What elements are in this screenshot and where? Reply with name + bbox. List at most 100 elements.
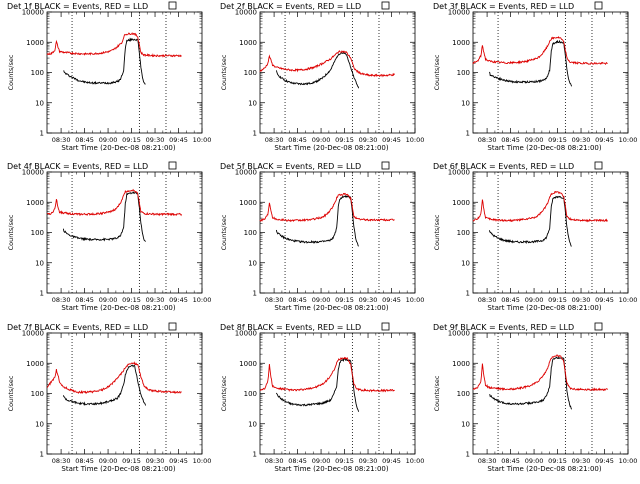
x-tick-label: 09:45 xyxy=(169,296,188,304)
events-series-line xyxy=(275,357,360,412)
x-tick-label: 09:30 xyxy=(359,457,378,465)
plot-frame xyxy=(46,171,203,294)
y-tick-label: 10 xyxy=(35,420,44,428)
y-tick-label: 10 xyxy=(248,99,257,107)
x-tick-label: 09:15 xyxy=(122,136,141,144)
plot-frame xyxy=(259,171,416,294)
legend-marker-box xyxy=(381,1,390,10)
x-tick-label: 09:45 xyxy=(595,136,614,144)
x-tick-label: 10:00 xyxy=(193,296,212,304)
y-tick-label: 10 xyxy=(35,99,44,107)
plot-panel-6: Det 6f BLACK = Events, RED = LLD 1 10 100 10… xyxy=(433,161,637,312)
y-tick-label: 10000 xyxy=(22,169,44,177)
x-tick-label: 10:00 xyxy=(193,136,212,144)
x-tick-label: 09:30 xyxy=(572,457,591,465)
x-tick-label: 09:00 xyxy=(525,136,544,144)
plot-frame xyxy=(259,332,416,455)
y-axis-label: Counts/sec xyxy=(7,214,15,250)
y-tick-label: 100 xyxy=(31,69,44,77)
x-tick-label: 09:30 xyxy=(146,136,165,144)
y-axis-label: Counts/sec xyxy=(433,214,441,250)
lld-series-line xyxy=(472,354,608,392)
y-tick-label: 1 xyxy=(253,451,257,459)
plot-frame xyxy=(472,11,629,134)
x-tick-label: 08:30 xyxy=(265,296,284,304)
y-tick-label: 1000 xyxy=(452,199,470,207)
x-tick-label: 09:45 xyxy=(169,457,188,465)
x-tick-label: 08:30 xyxy=(265,457,284,465)
y-tick-label: 100 xyxy=(457,69,470,77)
x-tick-label: 09:00 xyxy=(312,457,331,465)
y-tick-label: 1 xyxy=(40,290,44,298)
x-tick-label: 10:00 xyxy=(193,457,212,465)
lld-series-line xyxy=(46,361,182,395)
plot-frame xyxy=(46,11,203,134)
lld-series-line xyxy=(259,356,395,393)
events-series-line xyxy=(62,191,146,242)
x-tick-label: 09:00 xyxy=(525,296,544,304)
plot-title: Det 5f BLACK = Events, RED = LLD xyxy=(220,162,361,171)
x-tick-label: 08:30 xyxy=(478,457,497,465)
x-tick-label: 08:45 xyxy=(501,457,520,465)
y-tick-label: 1000 xyxy=(239,360,257,368)
x-tick-label: 08:45 xyxy=(288,457,307,465)
x-tick-label: 08:30 xyxy=(52,136,71,144)
y-tick-label: 10000 xyxy=(448,330,470,338)
y-axis-label: Counts/sec xyxy=(220,54,228,90)
x-axis-label: Start Time (20-Dec-08 08:21:00) xyxy=(61,144,175,152)
y-tick-label: 100 xyxy=(457,390,470,398)
y-tick-label: 100 xyxy=(31,390,44,398)
events-series-line xyxy=(62,364,147,407)
x-tick-label: 09:15 xyxy=(548,457,567,465)
y-tick-label: 10000 xyxy=(22,330,44,338)
plot-title: Det 9f BLACK = Events, RED = LLD xyxy=(433,323,574,332)
x-tick-label: 10:00 xyxy=(406,296,425,304)
x-tick-label: 08:30 xyxy=(478,296,497,304)
x-tick-label: 10:00 xyxy=(619,457,638,465)
y-axis-label: Counts/sec xyxy=(7,375,15,411)
x-tick-label: 08:45 xyxy=(501,136,520,144)
x-tick-label: 09:15 xyxy=(122,296,141,304)
y-tick-label: 10000 xyxy=(22,9,44,17)
x-tick-label: 09:45 xyxy=(169,136,188,144)
x-axis-label: Start Time (20-Dec-08 08:21:00) xyxy=(487,465,601,473)
plot-title: Det 1f BLACK = Events, RED = LLD xyxy=(7,2,148,11)
y-tick-label: 1000 xyxy=(26,199,44,207)
y-tick-label: 1000 xyxy=(239,39,257,47)
legend-marker-box xyxy=(381,161,390,170)
y-tick-label: 1000 xyxy=(452,360,470,368)
y-axis-label: Counts/sec xyxy=(433,54,441,90)
y-tick-label: 100 xyxy=(244,390,257,398)
events-series-line xyxy=(489,356,573,410)
y-tick-label: 10000 xyxy=(235,169,257,177)
x-tick-label: 10:00 xyxy=(619,136,638,144)
y-tick-label: 10 xyxy=(461,99,470,107)
plot-panel-8: Det 8f BLACK = Events, RED = LLD 1 10 100 10… xyxy=(220,322,424,473)
y-tick-label: 1 xyxy=(466,290,470,298)
y-axis-label: Counts/sec xyxy=(433,375,441,411)
x-tick-label: 08:45 xyxy=(501,296,520,304)
x-axis-label: Start Time (20-Dec-08 08:21:00) xyxy=(487,144,601,152)
y-tick-label: 100 xyxy=(457,229,470,237)
x-tick-label: 09:15 xyxy=(122,457,141,465)
y-tick-label: 1000 xyxy=(26,39,44,47)
y-tick-label: 1 xyxy=(40,130,44,138)
x-tick-label: 08:30 xyxy=(52,457,71,465)
plot-panel-4: Det 4f BLACK = Events, RED = LLD 1 10 100 10… xyxy=(7,161,212,312)
y-axis-label: Counts/sec xyxy=(220,214,228,250)
x-tick-label: 09:15 xyxy=(335,457,354,465)
events-series-line xyxy=(488,39,573,87)
y-tick-label: 1000 xyxy=(26,360,44,368)
y-tick-label: 1 xyxy=(466,130,470,138)
x-tick-label: 09:00 xyxy=(99,457,118,465)
y-axis-label: Counts/sec xyxy=(220,375,228,411)
x-tick-label: 08:30 xyxy=(265,136,284,144)
x-tick-label: 09:45 xyxy=(382,136,401,144)
x-tick-label: 08:30 xyxy=(52,296,71,304)
x-axis-label: Start Time (20-Dec-08 08:21:00) xyxy=(487,304,601,312)
x-tick-label: 09:45 xyxy=(595,457,614,465)
y-axis-label: Counts/sec xyxy=(7,54,15,90)
y-tick-label: 100 xyxy=(31,229,44,237)
y-tick-label: 10 xyxy=(461,259,470,267)
plot-panel-2: Det 2f BLACK = Events, RED = LLD 1 10 100 10… xyxy=(220,1,424,152)
